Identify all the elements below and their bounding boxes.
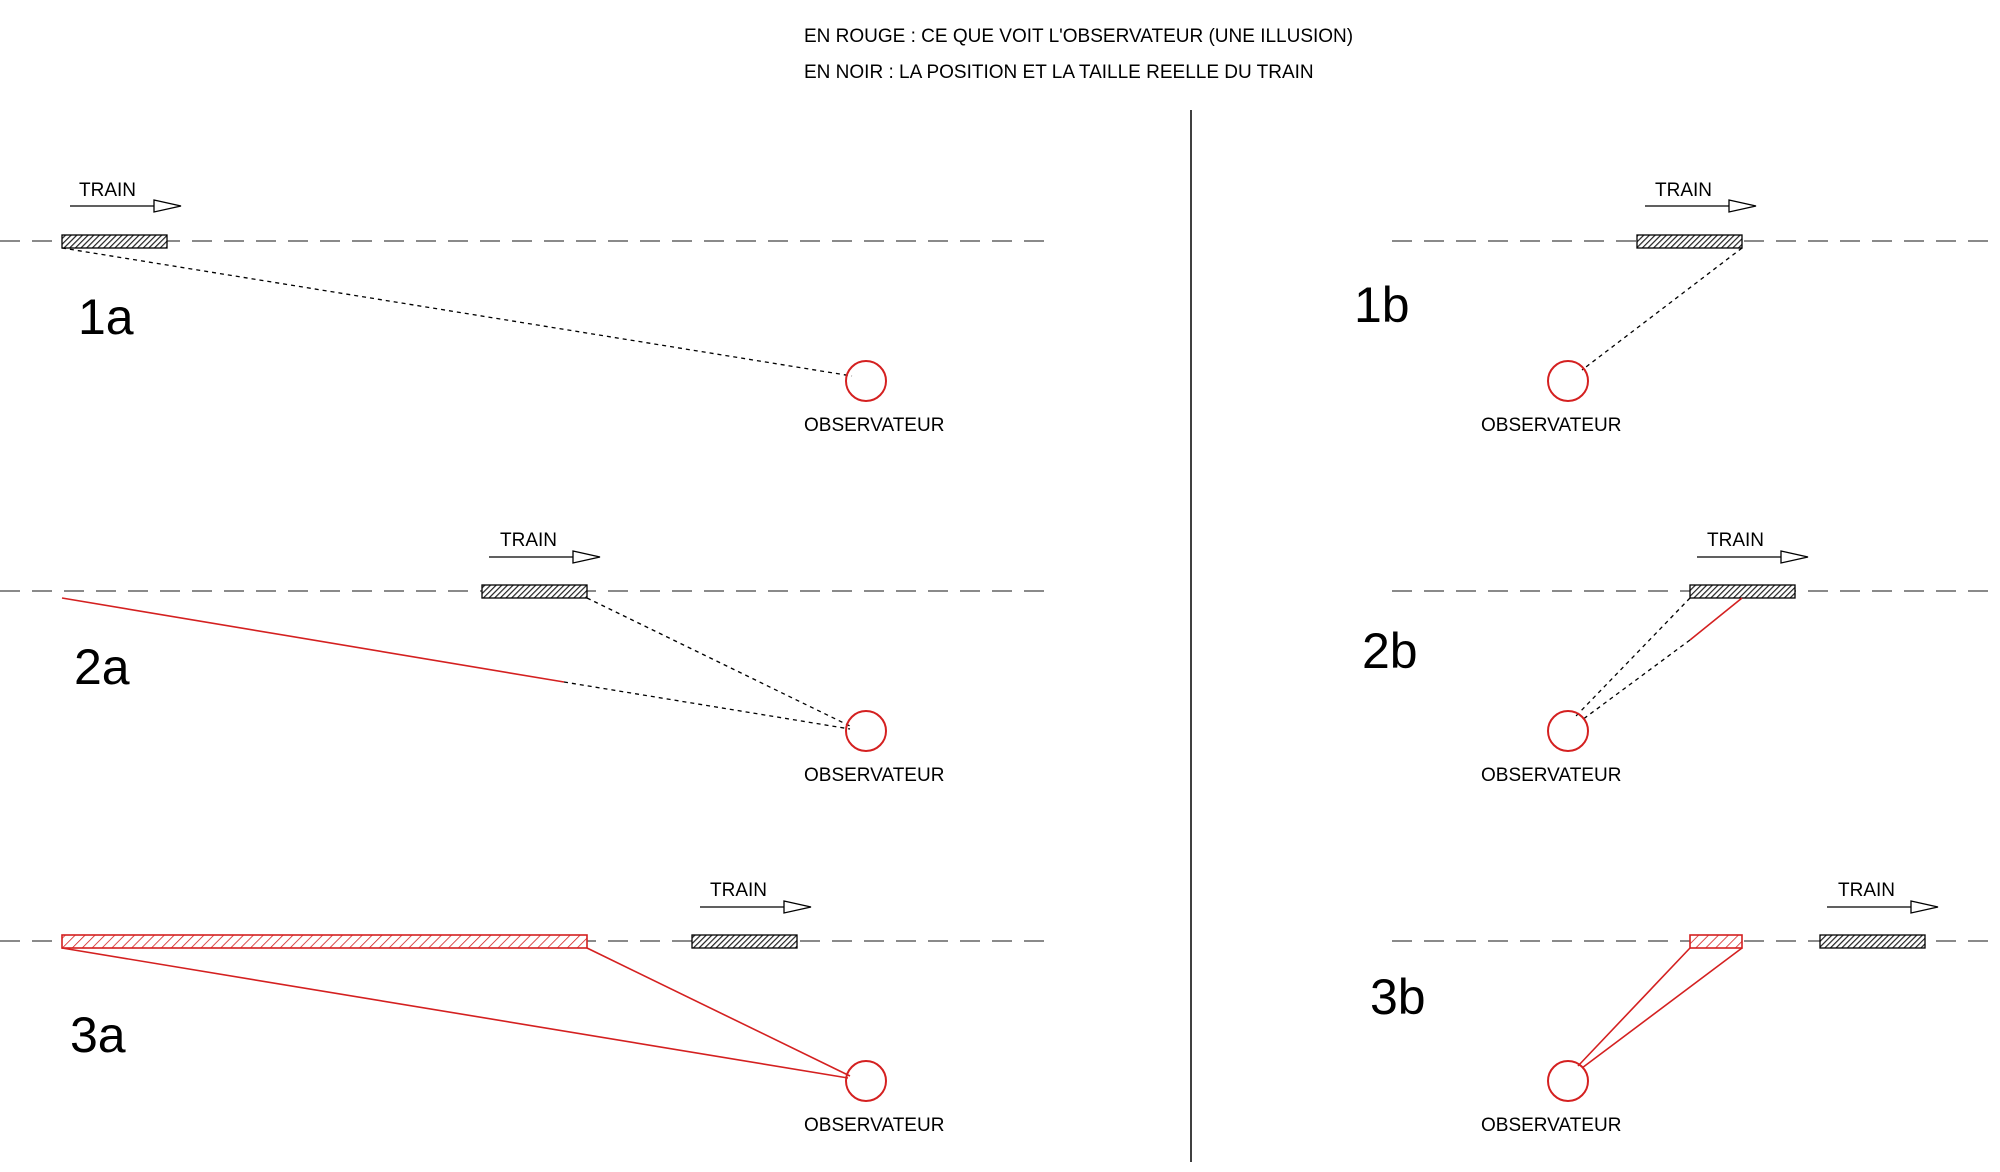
observer-label: OBSERVATEUR [1481, 415, 1621, 436]
sight-line [1581, 247, 1743, 371]
sight-line [1575, 597, 1691, 717]
illusion-sight-line [1689, 597, 1743, 641]
direction-arrow-icon [70, 199, 182, 213]
real-train [481, 584, 588, 599]
real-train [1819, 934, 1926, 949]
observer-icon [1547, 1060, 1589, 1102]
panel-3a: TRAIN OBSERVATEUR 3a [0, 880, 1045, 1136]
panel-1a: TRAIN OBSERVATEUR 1a [0, 180, 1045, 436]
panel-3b: TRAIN OBSERVATEUR 3b [1370, 880, 2000, 1136]
direction-arrow-icon [1645, 199, 1757, 213]
observer-label: OBSERVATEUR [1481, 1115, 1621, 1136]
observer-label: OBSERVATEUR [804, 415, 944, 436]
illusion-train [61, 934, 588, 949]
sight-line [586, 597, 851, 727]
illusion-sight-line [1577, 947, 1691, 1067]
illusion-sight-line [61, 597, 565, 683]
illusion-sight-line [1581, 947, 1743, 1069]
observer-label: OBSERVATEUR [804, 765, 944, 786]
train-label: TRAIN [79, 180, 136, 201]
direction-arrow-icon [700, 900, 812, 914]
direction-arrow-icon [489, 550, 601, 564]
real-train [1689, 584, 1796, 599]
sight-line [563, 681, 851, 730]
panel-label: 2a [74, 639, 130, 695]
train-label: TRAIN [710, 880, 767, 901]
direction-arrow-icon [1697, 550, 1809, 564]
train-label: TRAIN [1707, 530, 1764, 551]
illusion-sight-line [586, 947, 851, 1077]
observer-label: OBSERVATEUR [804, 1115, 944, 1136]
observer-icon [845, 1060, 887, 1102]
real-train [691, 934, 798, 949]
panel-2a: TRAIN OBSERVATEUR 2a [0, 530, 1045, 786]
illusion-train [1689, 934, 1743, 949]
observer-icon [1547, 360, 1589, 402]
panel-label: 1b [1354, 277, 1410, 333]
train-label: TRAIN [1655, 180, 1712, 201]
observer-icon [845, 360, 887, 402]
train-label: TRAIN [1838, 880, 1895, 901]
observer-label: OBSERVATEUR [1481, 765, 1621, 786]
direction-arrow-icon [1827, 900, 1939, 914]
legend-red: EN ROUGE : CE QUE VOIT L'OBSERVATEUR (UN… [804, 26, 1353, 47]
panel-label: 2b [1362, 623, 1418, 679]
panel-label: 3a [70, 1007, 126, 1063]
train-label: TRAIN [500, 530, 557, 551]
real-train [1636, 234, 1743, 249]
panel-label: 1a [78, 289, 134, 345]
sight-line [61, 247, 853, 377]
sight-line [1581, 639, 1691, 721]
panel-2b: TRAIN OBSERVATEUR 2b [1362, 530, 2000, 786]
panel-1b: TRAIN OBSERVATEUR 1b [1354, 180, 2000, 436]
observer-icon [845, 710, 887, 752]
panel-label: 3b [1370, 969, 1426, 1025]
observer-icon [1547, 710, 1589, 752]
illusion-sight-line [61, 947, 849, 1079]
real-train [61, 234, 168, 249]
legend-black: EN NOIR : LA POSITION ET LA TAILLE REELL… [804, 62, 1314, 83]
